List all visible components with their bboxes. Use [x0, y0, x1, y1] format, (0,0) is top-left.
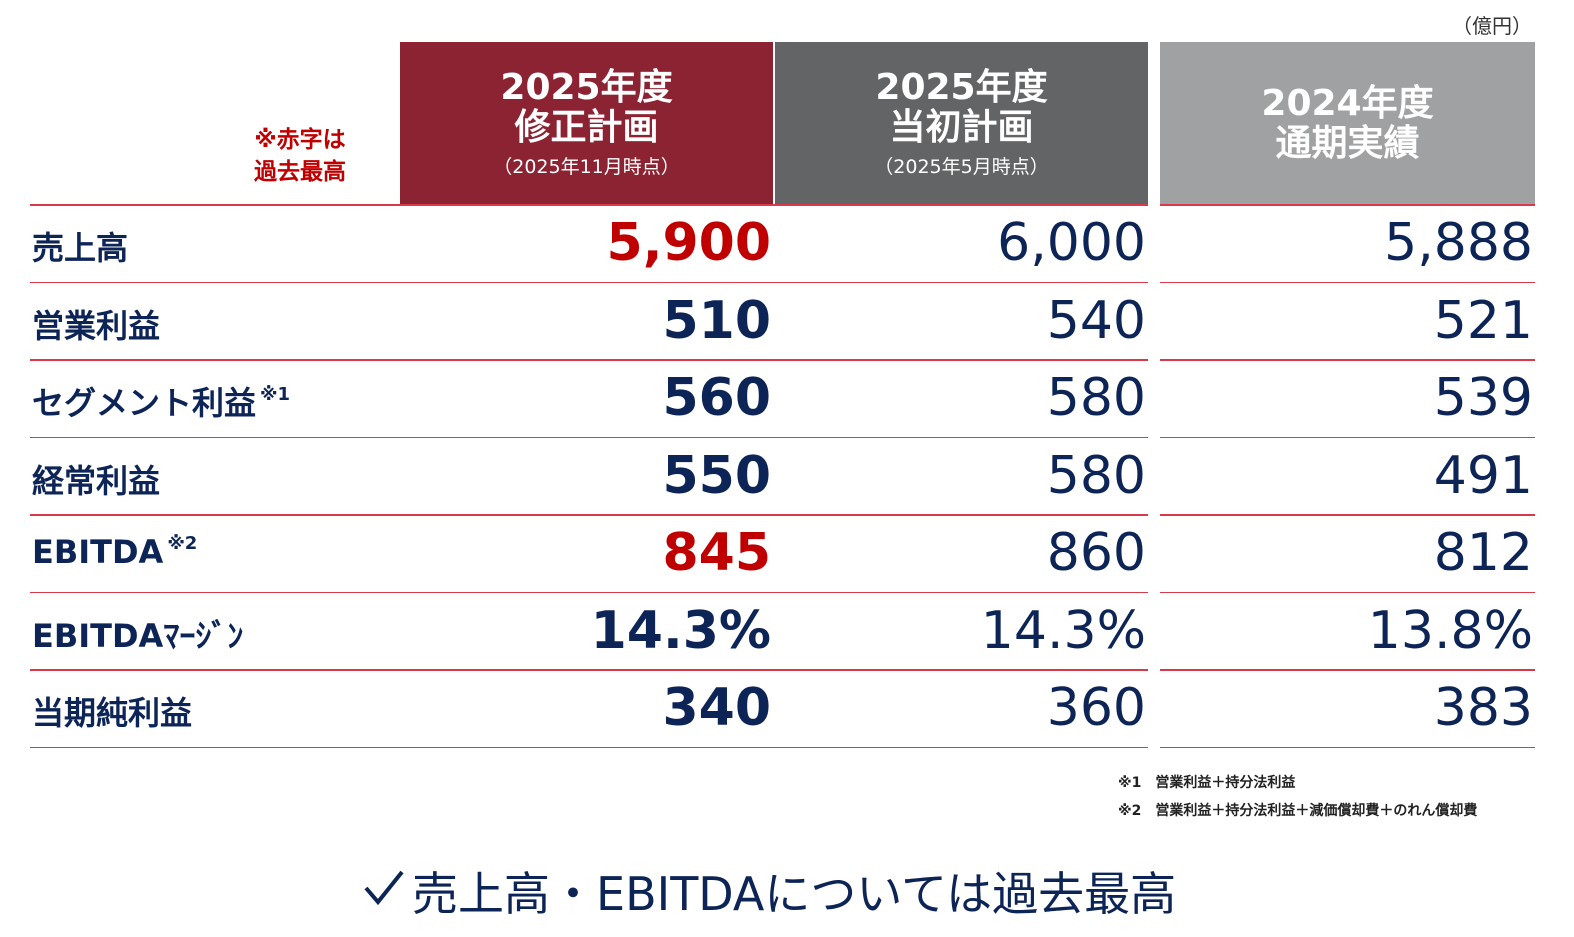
- column-title: 修正計画: [514, 107, 659, 148]
- row-label-text: EBITDAﾏｰｼﾞﾝ: [32, 616, 244, 655]
- header-rule: [30, 204, 1148, 206]
- row-rule: [30, 746, 1148, 748]
- cell-value: 14.3%: [590, 600, 771, 661]
- cell-value: 491: [1433, 445, 1533, 506]
- cell-value: 6,000: [997, 213, 1146, 273]
- cell-value: 5,900: [606, 213, 771, 273]
- column-title: 2024年度: [1261, 82, 1434, 124]
- cell-value: 580: [1046, 445, 1146, 506]
- row-label-text: 当期純利益: [32, 694, 193, 732]
- column-header: 2025年度 修正計画 （2025年11月時点）: [400, 42, 773, 205]
- row-label-text: 営業利益: [32, 306, 161, 345]
- column-title: 2025年度: [500, 67, 673, 108]
- row-label-text: 経常利益: [32, 461, 161, 500]
- row-label-text: 売上高: [32, 229, 129, 267]
- row-rule: [1160, 669, 1535, 671]
- column-title: 通期実績: [1275, 122, 1420, 164]
- row-note: ※1: [260, 384, 291, 405]
- cell-value: 510: [662, 290, 771, 351]
- column-title: 当初計画: [889, 107, 1034, 148]
- conclusion: 売上高・EBITDAについては過去最高: [412, 867, 1177, 921]
- cell-value: 383: [1433, 678, 1533, 738]
- cell-value: 14.3%: [980, 600, 1146, 661]
- cell-value: 521: [1433, 290, 1533, 351]
- cell-value: 560: [662, 368, 771, 428]
- legend-note: ※赤字は 過去最高: [230, 124, 370, 188]
- row-label: EBITDA ※2: [32, 533, 197, 571]
- row-rule: [1160, 746, 1535, 748]
- row-label: 当期純利益: [32, 688, 192, 734]
- row-rule: [1160, 514, 1535, 516]
- cell-value: 812: [1433, 523, 1533, 583]
- cell-value: 340: [662, 678, 771, 738]
- cell-value: 580: [1046, 368, 1146, 428]
- row-rule: [30, 591, 1148, 593]
- row-rule: [30, 669, 1148, 671]
- row-note: ※2: [167, 533, 198, 554]
- row-label: 営業利益: [32, 301, 160, 347]
- row-rule: [1160, 436, 1535, 438]
- row-rule: [30, 359, 1148, 361]
- column-title: 2025年度: [875, 67, 1048, 108]
- cell-value: 360: [1046, 678, 1146, 738]
- cell-value: 540: [1046, 290, 1146, 351]
- row-rule: [30, 436, 1148, 438]
- unit: （億円）: [1452, 14, 1532, 38]
- row-label: EBITDAﾏｰｼﾞﾝ: [32, 611, 243, 657]
- row-label: セグメント利益 ※1: [32, 378, 290, 424]
- row-rule: [1160, 281, 1535, 283]
- legend-note-line: 過去最高: [254, 159, 346, 185]
- row-rule: [30, 281, 1148, 283]
- cell-value: 5,888: [1384, 213, 1533, 273]
- cell-value: 539: [1433, 368, 1533, 428]
- column-header: 2024年度 通期実績: [1160, 42, 1535, 205]
- row-label: 売上高: [32, 223, 128, 269]
- header-rule: [1160, 204, 1535, 206]
- cell-value: 860: [1046, 523, 1146, 583]
- row-label: 経常利益: [32, 456, 160, 502]
- legend-note-line: ※赤字は: [254, 127, 346, 153]
- row-rule: [30, 514, 1148, 516]
- row-label-text: セグメント利益: [32, 384, 257, 422]
- check-icon: [364, 870, 404, 906]
- row-rule: [1160, 359, 1535, 361]
- cell-value: 13.8%: [1367, 600, 1533, 661]
- cell-value: 845: [662, 523, 771, 583]
- column-header: 2025年度 当初計画 （2025年5月時点）: [775, 42, 1148, 205]
- row-label-text: EBITDA: [32, 533, 164, 571]
- column-subtitle: （2025年5月時点）: [874, 156, 1049, 178]
- column-subtitle: （2025年11月時点）: [493, 156, 680, 178]
- footnote: ※2 営業利益＋持分法利益＋減価償却費＋のれん償却費: [1118, 803, 1478, 819]
- row-rule: [1160, 591, 1535, 593]
- cell-value: 550: [662, 445, 771, 506]
- footnote: ※1 営業利益＋持分法利益: [1118, 775, 1296, 791]
